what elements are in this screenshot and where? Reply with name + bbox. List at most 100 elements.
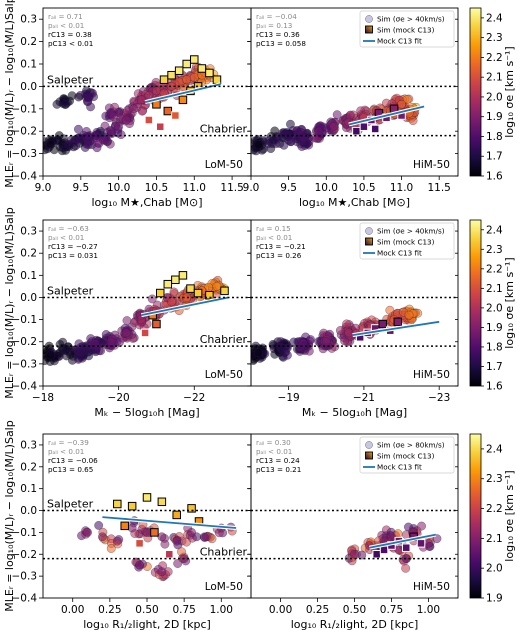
legend-sim-marker bbox=[365, 227, 373, 235]
mock-c13-point bbox=[172, 510, 181, 520]
sim-point bbox=[201, 532, 211, 542]
sim-point bbox=[122, 316, 132, 326]
plot-area bbox=[43, 271, 229, 366]
mock-c13-point bbox=[205, 68, 214, 78]
sim-point bbox=[254, 348, 263, 358]
colorbar-tick-label: 1.9 bbox=[486, 111, 503, 123]
x-tick-label: −23 bbox=[428, 392, 450, 404]
stat-text: pC13 = 0.21 bbox=[256, 465, 301, 474]
sim-point bbox=[46, 350, 56, 360]
stat-text: pC13 = 0.058 bbox=[256, 39, 306, 48]
sim-point bbox=[187, 527, 197, 537]
y-tick-label: −0.1 bbox=[12, 527, 38, 539]
y-tick-label: −0.4 bbox=[12, 593, 38, 605]
sim-point bbox=[314, 126, 324, 136]
y-tick-label: −0.2 bbox=[12, 549, 38, 561]
stat-text: pₐₗₗ < 0.01 bbox=[48, 447, 84, 456]
sim-point bbox=[106, 337, 116, 347]
sim-point bbox=[342, 319, 352, 329]
x-tick-label: 10.5 bbox=[145, 182, 168, 194]
sim-point bbox=[114, 122, 124, 132]
mock-c13-point bbox=[171, 275, 180, 285]
x-tick-label: 11.0 bbox=[183, 182, 206, 194]
plot-area bbox=[43, 55, 222, 156]
sim-point bbox=[174, 77, 184, 87]
y-axis-label: MLEᵣ = log₁₀(M/L)ᵣ − log₁₀(M/L)Salp bbox=[3, 420, 16, 611]
stat-text: rₐₗₗ = 0.15 bbox=[256, 224, 291, 233]
plot-area bbox=[251, 93, 425, 156]
colorbar-tick-label: 2.2 bbox=[486, 503, 503, 515]
mock-c13-point bbox=[144, 115, 154, 125]
fit-line bbox=[144, 83, 221, 103]
mock-c13-point bbox=[205, 291, 214, 300]
sim-point bbox=[127, 523, 137, 533]
mock-c13-point bbox=[182, 59, 191, 69]
axes-frame bbox=[250, 219, 459, 387]
colorbar-tick-label: 1.8 bbox=[486, 131, 503, 143]
x-tick-label: 0.25 bbox=[98, 604, 121, 616]
x-tick-label: 11.5 bbox=[220, 182, 243, 194]
y-tick-label: 0.1 bbox=[20, 59, 37, 71]
y-tick-label: −0.3 bbox=[12, 358, 38, 370]
mock-c13-point bbox=[113, 499, 122, 509]
colorbar-frame bbox=[469, 219, 482, 387]
y-tick-label: −0.1 bbox=[12, 314, 38, 326]
sim-point bbox=[129, 104, 139, 114]
mock-c13-point bbox=[187, 504, 196, 513]
panel-lom-50-row2: −18 −20 −22 0.3 0.2 0.1 0.0 −0.1 −0.2 −0.3 −0.4 Mₖ … bbox=[12, 219, 252, 419]
sim-point bbox=[282, 350, 292, 360]
stat-text: pC13 = 0.65 bbox=[48, 465, 93, 474]
sim-point bbox=[157, 532, 167, 542]
legend-sim-label: Sim (σe > 80km/s) bbox=[377, 441, 445, 450]
sim-point bbox=[61, 142, 71, 152]
x-axis-label: log₁₀ M★,Chab [M⊙] bbox=[299, 196, 410, 209]
colorbar-tick-label: 2.3 bbox=[486, 244, 503, 256]
y-tick-label: −0.4 bbox=[12, 381, 38, 393]
salpeter-label: Salpeter bbox=[47, 284, 94, 297]
sim-point bbox=[285, 119, 295, 129]
mock-c13-point bbox=[155, 122, 165, 131]
y-tick-label: −0.1 bbox=[12, 103, 38, 115]
y-tick-label: −0.3 bbox=[12, 571, 38, 583]
sim-point bbox=[83, 140, 93, 150]
chabrier-label: Chabrier bbox=[200, 333, 248, 346]
y-tick-label: 0.0 bbox=[20, 292, 37, 304]
legend-mock-marker bbox=[365, 25, 373, 34]
sim-point bbox=[135, 560, 145, 570]
colorbar-tick-label: 2.0 bbox=[486, 91, 503, 103]
x-tick-label: −22 bbox=[183, 392, 205, 404]
fit-line bbox=[141, 296, 229, 317]
mock-c13-point bbox=[152, 319, 161, 329]
mock-c13-point bbox=[193, 288, 203, 298]
stat-text: rC13 = 0.38 bbox=[48, 30, 92, 39]
mock-c13-point bbox=[157, 497, 167, 507]
sim-point bbox=[394, 545, 404, 555]
x-tick-label: −18 bbox=[32, 392, 54, 404]
mock-c13-point bbox=[171, 111, 180, 120]
colorbar-row2: 2.4 2.3 2.2 2.1 2.0 1.9 1.8 1.7 1.6 log₁₀ σe [km … bbox=[469, 219, 516, 393]
x-tick-label: 0.00 bbox=[269, 604, 292, 616]
colorbar-tick-label: 2.0 bbox=[486, 563, 503, 575]
y-tick-label: 0.0 bbox=[20, 81, 37, 93]
stat-text: rC13 = −0.06 bbox=[48, 456, 98, 465]
colorbar-tick-label: 2.2 bbox=[486, 263, 503, 275]
legend-sim-label: Sim (σe > 40km/s) bbox=[377, 227, 445, 236]
x-tick-label: 11.0 bbox=[390, 182, 413, 194]
panel-name: HiM-50 bbox=[413, 581, 450, 593]
legend-fit-label: Mock C13 fit bbox=[377, 37, 422, 46]
mock-c13-point bbox=[167, 70, 176, 80]
sim-point bbox=[387, 532, 396, 542]
mock-c13-point bbox=[190, 55, 199, 64]
salpeter-label: Salpeter bbox=[47, 498, 94, 511]
axes-frame bbox=[250, 7, 459, 177]
sim-point bbox=[46, 140, 56, 150]
sim-point bbox=[329, 122, 339, 132]
sim-point bbox=[73, 124, 83, 134]
x-tick-label: 10.0 bbox=[315, 182, 338, 194]
sim-point bbox=[167, 297, 177, 307]
chabrier-label: Chabrier bbox=[200, 123, 248, 136]
sim-point bbox=[332, 110, 342, 120]
colorbar-tick-label: 2.3 bbox=[486, 473, 503, 485]
sim-point bbox=[335, 326, 345, 335]
